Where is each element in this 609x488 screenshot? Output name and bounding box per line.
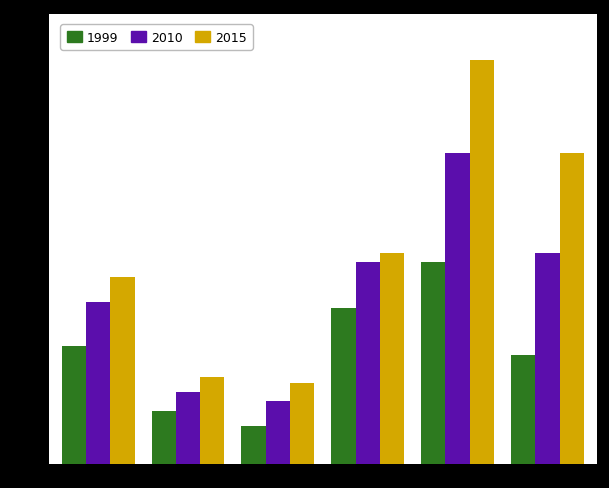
Bar bbox=[511, 355, 535, 464]
Bar bbox=[331, 309, 356, 464]
Bar bbox=[535, 253, 560, 464]
Legend: 1999, 2010, 2015: 1999, 2010, 2015 bbox=[60, 25, 253, 51]
Bar bbox=[176, 392, 200, 464]
Bar bbox=[380, 253, 404, 464]
Bar bbox=[110, 278, 135, 464]
Bar bbox=[470, 61, 494, 464]
Bar bbox=[86, 303, 110, 464]
Bar bbox=[560, 154, 584, 464]
Bar bbox=[241, 427, 266, 464]
Bar bbox=[290, 383, 314, 464]
Bar bbox=[356, 263, 380, 464]
Bar bbox=[62, 346, 86, 464]
Bar bbox=[200, 377, 224, 464]
Bar bbox=[421, 263, 445, 464]
Bar bbox=[266, 402, 290, 464]
Bar bbox=[445, 154, 470, 464]
Bar bbox=[152, 411, 176, 464]
